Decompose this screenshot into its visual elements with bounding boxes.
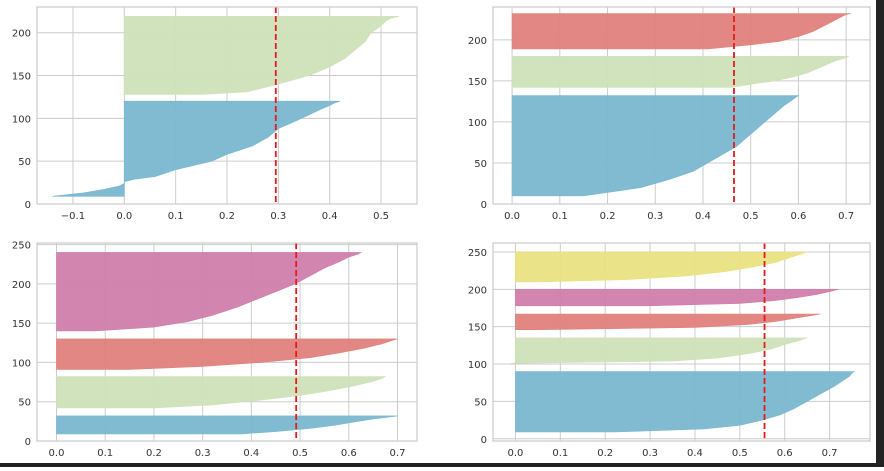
x-tick-label: 0.3: [195, 448, 211, 459]
y-tick-label: 50: [18, 398, 31, 409]
axes-frame: [36, 6, 418, 205]
y-tick-label: 100: [12, 358, 31, 369]
y-tick-label: 150: [468, 323, 487, 334]
silhouette-cluster-3: [515, 289, 839, 307]
x-tick-label: 0.2: [597, 448, 613, 459]
x-tick-label: 0.2: [219, 211, 235, 222]
x-tick-label: 0.5: [373, 211, 389, 222]
x-tick-label: 0.0: [49, 448, 65, 459]
y-tick-label: 0: [481, 200, 487, 211]
x-tick-label: 0.1: [168, 211, 184, 222]
y-tick-label: 0: [25, 437, 31, 448]
y-tick-label: 50: [18, 157, 31, 168]
silhouette-cluster-2: [56, 338, 398, 370]
silhouette-panel-3: 0.0 0.1 0.2 0.3 0.4 0.5 0.6 0.7 0 50 100 150 200 250: [12, 241, 418, 459]
silhouette-cluster-1: [511, 56, 850, 88]
silhouette-panel-4: 0.0 0.1 0.2 0.3 0.4 0.5 0.6 0.7 0 50 100 150 200 250: [468, 242, 871, 459]
x-tick-label: 0.1: [552, 211, 568, 222]
y-tick-label: 100: [468, 360, 487, 371]
silhouette-cluster-0: [515, 371, 856, 433]
y-tick-label: 200: [12, 280, 31, 291]
y-tick-label: 100: [468, 118, 487, 129]
x-tick-label: 0.4: [687, 448, 703, 459]
silhouette-cluster-2: [515, 313, 821, 330]
silhouette-cluster-0: [56, 415, 398, 435]
x-tick-label: 0.0: [116, 211, 132, 222]
x-tick-label: 0.4: [322, 211, 338, 222]
y-tick-label: 150: [468, 77, 487, 88]
y-tick-label: 50: [474, 159, 487, 170]
x-tick-label: −0.1: [61, 211, 85, 222]
silhouette-cluster-2: [511, 13, 851, 50]
x-tick-label: 0.3: [642, 448, 658, 459]
window-frame-bottom: [0, 463, 884, 467]
y-tick-label: 0: [481, 435, 487, 446]
x-tick-label: 0.4: [695, 211, 711, 222]
silhouette-cluster-0: [511, 95, 800, 197]
silhouette-cluster-1: [124, 16, 400, 95]
silhouette-cluster-1: [510, 337, 808, 364]
x-tick-label: 0.2: [146, 448, 162, 459]
y-tick-label: 150: [12, 72, 31, 83]
x-tick-label: 0.7: [822, 448, 838, 459]
x-tick-label: 0.2: [600, 211, 616, 222]
x-tick-label: 0.6: [777, 448, 793, 459]
y-tick-label: 250: [12, 241, 31, 252]
x-tick-label: 0.5: [732, 448, 748, 459]
x-tick-label: 0.6: [790, 211, 806, 222]
axes-frame: [36, 242, 418, 442]
x-tick-label: 0.3: [647, 211, 663, 222]
y-tick-label: 200: [468, 285, 487, 296]
x-tick-label: 0.3: [270, 211, 286, 222]
y-tick-label: 150: [12, 319, 31, 330]
x-tick-label: 0.1: [552, 448, 568, 459]
x-tick-label: 0.0: [507, 448, 523, 459]
axes-frame: [492, 6, 871, 205]
window-frame-right: [876, 0, 884, 467]
x-tick-label: 0.6: [341, 448, 357, 459]
x-tick-label: 0.7: [838, 211, 854, 222]
y-tick-label: 200: [468, 36, 487, 47]
y-tick-label: 200: [12, 29, 31, 40]
x-tick-label: 0.4: [243, 448, 259, 459]
silhouette-cluster-0: [52, 100, 341, 197]
x-tick-label: 0.1: [97, 448, 113, 459]
x-tick-label: 0.0: [504, 211, 520, 222]
y-tick-label: 100: [12, 114, 31, 125]
silhouette-panel-2: 0.0 0.1 0.2 0.3 0.4 0.5 0.6 0.7 0 50 100 150 200: [468, 6, 871, 222]
y-tick-label: 0: [25, 200, 31, 211]
y-tick-label: 250: [468, 248, 487, 259]
silhouette-panel-1: −0.1 0.0 0.1 0.2 0.3 0.4 0.5 0 50 100 150 200: [12, 6, 418, 222]
silhouette-cluster-1: [56, 376, 387, 409]
axes-frame: [492, 242, 871, 442]
y-tick-label: 50: [474, 397, 487, 408]
x-tick-label: 0.5: [292, 448, 308, 459]
silhouette-cluster-3: [56, 252, 363, 332]
x-tick-label: 0.7: [390, 448, 406, 459]
x-tick-label: 0.5: [743, 211, 759, 222]
